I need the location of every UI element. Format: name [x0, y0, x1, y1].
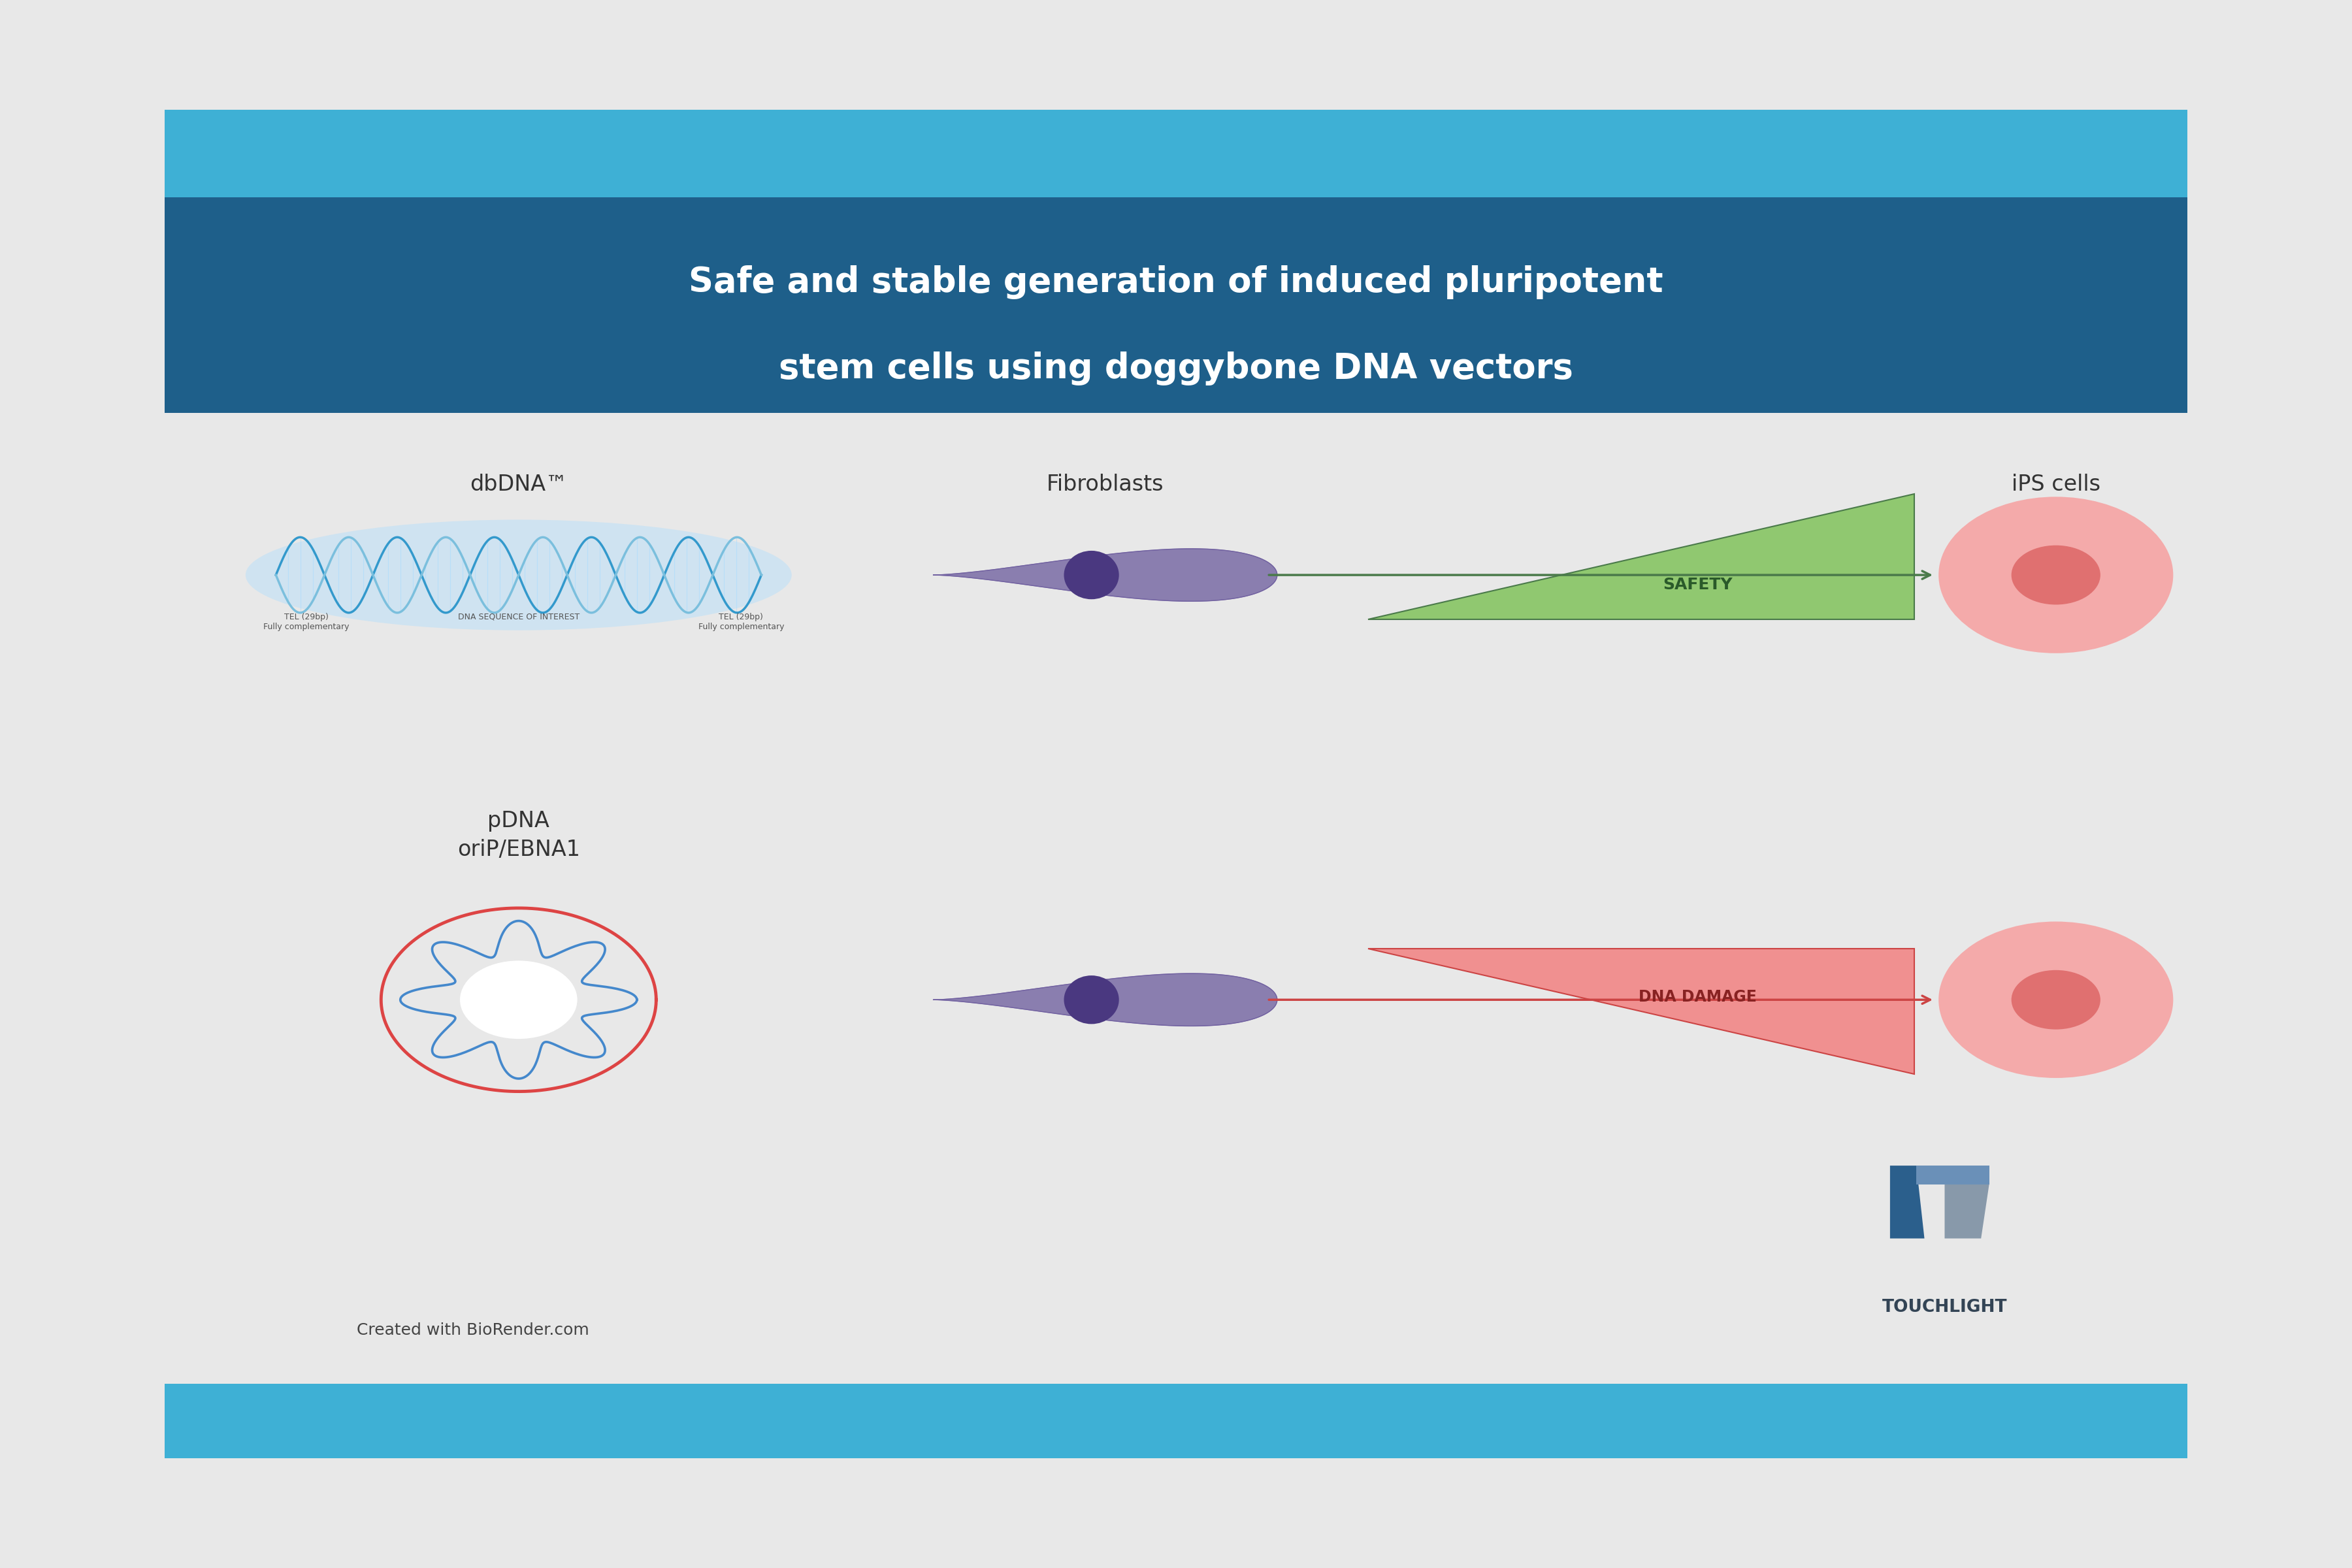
- Polygon shape: [1369, 494, 1915, 619]
- Text: dbDNA™: dbDNA™: [470, 474, 567, 495]
- Polygon shape: [1917, 1165, 1990, 1184]
- Text: TOUCHLIGHT: TOUCHLIGHT: [1882, 1298, 2006, 1316]
- Ellipse shape: [1063, 550, 1120, 599]
- Text: SAFETY: SAFETY: [1663, 577, 1733, 593]
- Text: DNA DAMAGE: DNA DAMAGE: [1639, 989, 1757, 1005]
- Circle shape: [2011, 546, 2100, 605]
- Text: Fibroblasts: Fibroblasts: [1047, 474, 1164, 495]
- Polygon shape: [1891, 1165, 1924, 1239]
- Bar: [165, 1385, 2187, 1458]
- Ellipse shape: [245, 519, 793, 630]
- Circle shape: [461, 961, 576, 1040]
- Text: TEL (29bp)
Fully complementary: TEL (29bp) Fully complementary: [699, 613, 783, 630]
- Text: Safe and stable generation of induced pluripotent: Safe and stable generation of induced pl…: [689, 265, 1663, 299]
- Bar: [165, 198, 2187, 412]
- Text: iPS cells: iPS cells: [2011, 474, 2100, 495]
- Text: DNA SEQUENCE OF INTEREST: DNA SEQUENCE OF INTEREST: [459, 613, 579, 621]
- Circle shape: [2011, 971, 2100, 1030]
- Circle shape: [1938, 497, 2173, 654]
- Polygon shape: [934, 549, 1277, 601]
- Ellipse shape: [1063, 975, 1120, 1024]
- Text: stem cells using doggybone DNA vectors: stem cells using doggybone DNA vectors: [779, 351, 1573, 386]
- Text: pDNA
oriP/EBNA1: pDNA oriP/EBNA1: [456, 811, 581, 861]
- Bar: [165, 110, 2187, 198]
- Text: TEL (29bp)
Fully complementary: TEL (29bp) Fully complementary: [263, 613, 348, 630]
- Polygon shape: [934, 974, 1277, 1025]
- Circle shape: [1938, 922, 2173, 1077]
- Text: Created with BioRender.com: Created with BioRender.com: [358, 1322, 590, 1338]
- Polygon shape: [1369, 949, 1915, 1074]
- Polygon shape: [1945, 1184, 1990, 1239]
